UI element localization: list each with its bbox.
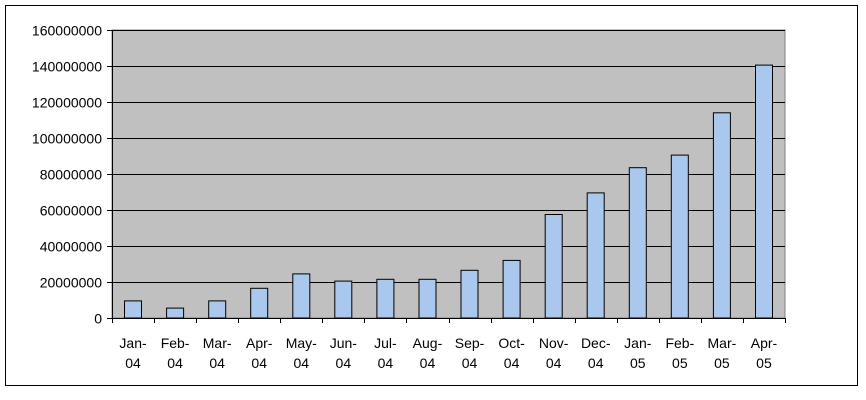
y-tick-label: 60000000 — [40, 203, 103, 219]
x-tick-label: Mar-04 — [203, 335, 232, 371]
bar-chart: 0 20000000 40000000 60000000 80000000 1000000… — [32, 23, 786, 371]
y-tick-label: 40000000 — [40, 239, 103, 255]
y-tick-label: 120000000 — [32, 95, 102, 111]
x-tick-label: Jun-04 — [330, 335, 358, 371]
bar — [418, 278, 437, 319]
x-axis-tick-labels: Jan-04 Feb-04 Mar-04 Apr-04 May-04 Jun-04 Jul-… — [119, 335, 777, 371]
x-tick-label: Apr-04 — [246, 335, 273, 371]
x-tick-label: Aug-04 — [413, 335, 443, 371]
x-tick-label: Jul-04 — [374, 335, 397, 371]
bar — [502, 259, 521, 319]
bar — [250, 287, 269, 319]
axes — [107, 30, 786, 323]
x-tick-label: Apr-05 — [751, 335, 778, 371]
bar — [586, 192, 605, 319]
bar — [460, 269, 479, 319]
bar — [208, 300, 227, 319]
y-tick-label: 0 — [94, 311, 102, 327]
y-tick-label: 20000000 — [40, 275, 103, 291]
bar — [334, 280, 353, 319]
y-tick-label: 140000000 — [32, 59, 102, 75]
y-axis-tick-labels: 0 20000000 40000000 60000000 80000000 1000000… — [32, 23, 102, 327]
bar — [166, 307, 185, 319]
bar — [712, 112, 731, 319]
bar — [292, 273, 311, 319]
chart-frame: 0 20000000 40000000 60000000 80000000 1000000… — [5, 5, 858, 386]
x-tick-label: Dec-04 — [581, 335, 611, 371]
bar — [544, 214, 563, 319]
bar — [376, 278, 395, 319]
y-tick-label: 160000000 — [32, 23, 102, 39]
x-tick-label: May-04 — [286, 335, 317, 371]
x-tick-label: Jan-05 — [624, 335, 652, 371]
x-tick-label: Feb-05 — [665, 335, 694, 371]
y-tick-label: 80000000 — [40, 167, 103, 183]
x-tick-label: Mar-05 — [708, 335, 737, 371]
bar — [628, 167, 647, 319]
x-tick-label: Oct-04 — [498, 335, 525, 371]
y-tick-label: 100000000 — [32, 131, 102, 147]
bar — [124, 300, 142, 319]
x-tick-label: Jan-04 — [119, 335, 147, 371]
x-tick-label: Feb-04 — [161, 335, 190, 371]
x-tick-label: Nov-04 — [539, 335, 569, 371]
bar — [755, 64, 773, 319]
x-tick-label: Sep-04 — [455, 335, 485, 371]
bar — [670, 154, 689, 319]
